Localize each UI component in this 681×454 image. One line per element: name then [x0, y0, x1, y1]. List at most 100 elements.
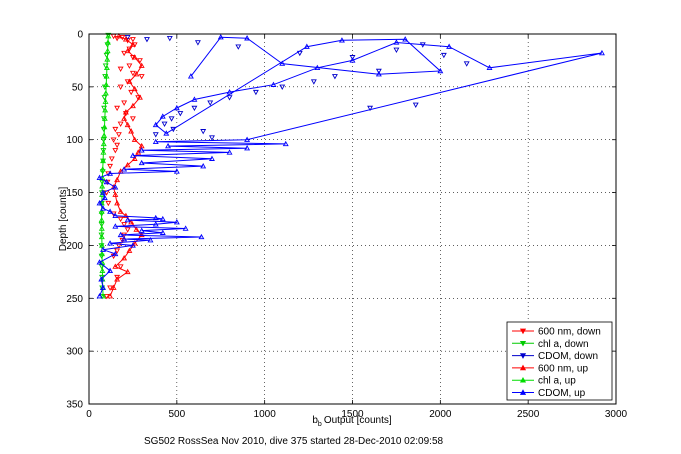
data-point: [99, 183, 106, 189]
data-point: [177, 111, 184, 117]
data-point: [138, 227, 145, 233]
x-axis-label: bb Output [counts]: [312, 415, 392, 428]
data-point: [98, 225, 105, 231]
data-point: [101, 132, 108, 138]
data-point: [129, 41, 136, 47]
data-point: [112, 212, 119, 219]
data-point: [200, 129, 207, 135]
data-point: [152, 132, 159, 138]
data-point: [124, 216, 131, 223]
x-tick-label: 1500: [341, 409, 364, 420]
data-point: [114, 248, 121, 254]
data-point: [138, 74, 145, 80]
data-point: [173, 104, 180, 111]
data-point: [279, 84, 286, 90]
data-point: [100, 246, 107, 252]
data-point: [126, 247, 133, 253]
data-point: [235, 44, 242, 50]
data-point: [252, 89, 259, 96]
y-tick-label: 250: [66, 294, 83, 305]
y-tick-labels: 0 50 100 150 200 250 300 350: [66, 30, 83, 411]
data-point: [103, 73, 110, 79]
data-point: [161, 121, 168, 127]
data-point: [110, 137, 117, 143]
data-point: [147, 237, 154, 243]
data-point: [117, 264, 124, 270]
data-point: [128, 89, 135, 96]
y-tick-label: 0: [77, 30, 83, 41]
data-point: [100, 293, 107, 299]
data-point: [114, 274, 121, 281]
data-point: [198, 233, 205, 240]
data-point: [598, 49, 605, 56]
data-point: [107, 285, 114, 291]
data-point: [117, 121, 124, 127]
data-point: [103, 64, 110, 71]
data-point: [138, 62, 145, 68]
x-tick-label: 2500: [517, 409, 540, 420]
data-point: [99, 166, 106, 172]
data-point: [486, 64, 493, 71]
x-tick-label: 500: [168, 409, 185, 420]
data-point: [412, 102, 419, 108]
data-point: [226, 89, 233, 95]
data-point: [122, 212, 129, 219]
data-point: [129, 102, 136, 109]
data-point: [182, 225, 189, 231]
data-point: [121, 222, 128, 228]
data-point: [367, 105, 374, 112]
data-point: [102, 90, 109, 96]
data-point: [117, 231, 124, 238]
legend-marker: [519, 328, 527, 335]
data-point: [159, 229, 166, 235]
data-point: [131, 54, 138, 60]
data-point: [114, 142, 121, 149]
data-point: [107, 293, 114, 299]
data-point: [100, 205, 107, 211]
data-point: [112, 250, 119, 257]
data-point: [393, 47, 400, 53]
data-point: [101, 115, 108, 121]
data-point: [173, 219, 180, 225]
legend-marker: [519, 340, 527, 347]
data-point: [117, 208, 124, 214]
data-point: [100, 157, 107, 164]
data-point: [104, 42, 111, 48]
data-point: [99, 267, 106, 274]
data-point: [110, 284, 117, 290]
data-point: [99, 250, 105, 257]
legend-label: chl a, up: [538, 376, 576, 387]
data-point: [121, 50, 128, 57]
x-tick-label: 3000: [605, 409, 628, 420]
data-point: [152, 138, 159, 145]
data-point: [100, 284, 107, 290]
data-point: [107, 208, 114, 214]
data-point: [117, 84, 124, 90]
data-point: [191, 96, 198, 102]
data-point: [159, 113, 166, 119]
legend-box: [506, 321, 613, 401]
legend-label: chl a, down: [538, 339, 589, 350]
x-tick-labels: 0 500 1000 1500 2000 2500 3000: [86, 409, 627, 420]
legend-entry: 600 nm, up: [512, 363, 588, 374]
data-point: [226, 149, 233, 155]
data-point: [138, 147, 145, 153]
data-point: [129, 37, 136, 43]
data-point: [98, 216, 105, 223]
data-point: [244, 145, 251, 151]
data-point: [194, 40, 201, 46]
data-point: [101, 194, 108, 201]
data-point: [138, 231, 145, 238]
data-point: [375, 68, 382, 75]
y-tick-label: 50: [72, 82, 84, 93]
legend-label: 600 nm, down: [538, 327, 601, 338]
data-point: [463, 61, 470, 67]
data-point: [103, 293, 110, 300]
x-tick-label: 2000: [429, 409, 452, 420]
data-point: [282, 140, 289, 147]
data-point: [121, 166, 128, 172]
data-point: [168, 116, 175, 122]
data-point: [279, 60, 286, 66]
data-point: [104, 47, 111, 54]
data-point: [102, 106, 109, 113]
